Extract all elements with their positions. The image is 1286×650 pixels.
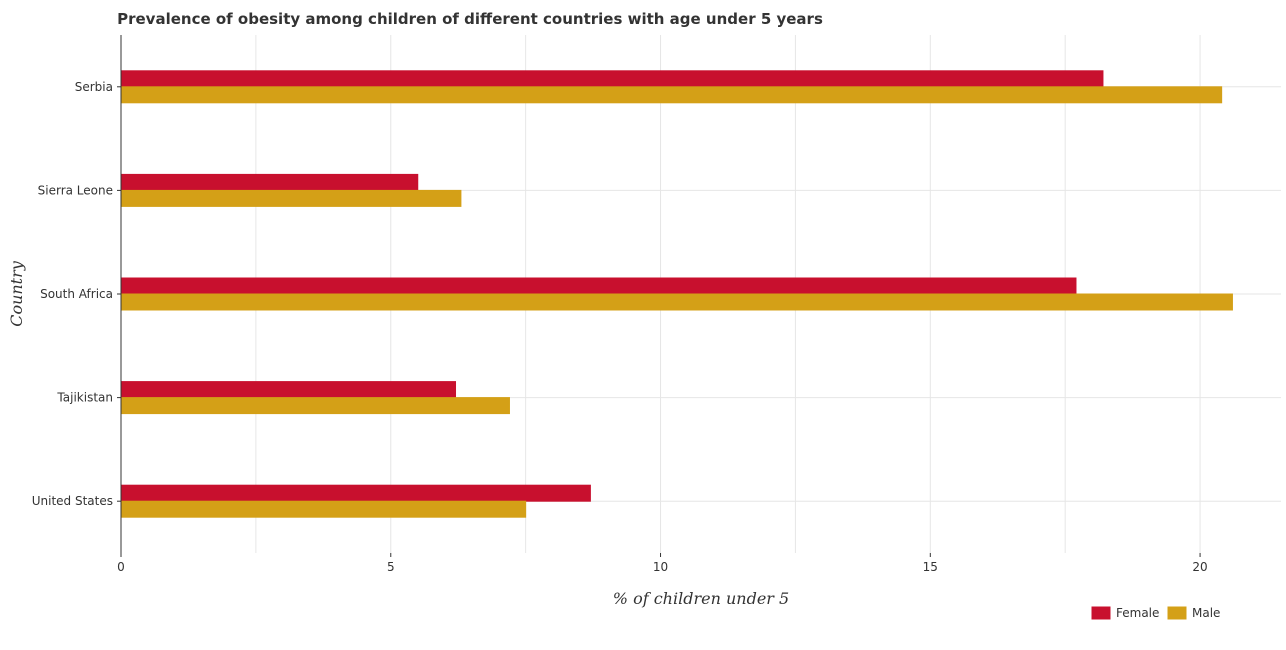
y-tick-label: United States [32,494,113,508]
bar-female-south-africa [120,277,1077,295]
y-tick-label: South Africa [40,287,113,301]
legend: Female Male [1091,606,1220,620]
bar-male-tajikistan [120,397,510,415]
bars [120,70,1233,518]
legend-swatch-male [1167,606,1187,620]
y-axis-label: Country [7,260,26,327]
x-tick-label: 10 [653,560,668,574]
y-tick-label: Serbia [75,80,113,94]
bar-female-tajikistan [120,381,457,399]
bar-male-serbia [120,86,1223,104]
y-tick-label: Tajikistan [56,391,113,405]
bar-male-south-africa [120,293,1233,311]
x-axis-label: % of children under 5 [613,589,789,608]
x-tick-label: 5 [387,560,395,574]
y-tick-label: Sierra Leone [38,183,113,197]
x-tick-label: 20 [1192,560,1207,574]
x-tick-label: 15 [923,560,938,574]
legend-swatch-female [1091,606,1111,620]
legend-label-female: Female [1116,606,1159,620]
legend-label-male: Male [1192,606,1220,620]
bar-male-united-states [120,500,527,518]
bar-female-united-states [120,484,591,502]
axes: Serbia Sierra Leone South Africa Tajikistan… [32,35,1208,574]
x-tick-label: 0 [117,560,125,574]
bar-female-serbia [120,70,1104,88]
chart-title: Prevalence of obesity among children of … [117,10,823,28]
bar-female-sierra-leone [120,173,419,191]
bar-male-sierra-leone [120,189,462,207]
